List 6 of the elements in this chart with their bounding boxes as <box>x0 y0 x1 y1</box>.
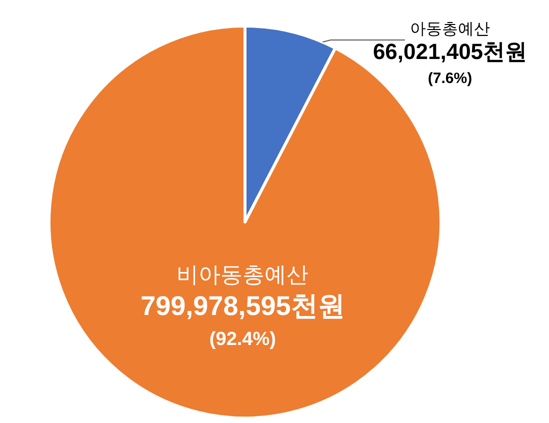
data-label: 66,021,405천원 <box>372 39 528 64</box>
slice-label: 비아동총예산 <box>176 262 309 287</box>
data-label: 799,978,595천원 <box>140 291 345 321</box>
text: (92.4%) <box>209 329 276 350</box>
slice-label: 아동총예산 <box>410 21 490 38</box>
text: (7.6%) <box>428 70 472 88</box>
